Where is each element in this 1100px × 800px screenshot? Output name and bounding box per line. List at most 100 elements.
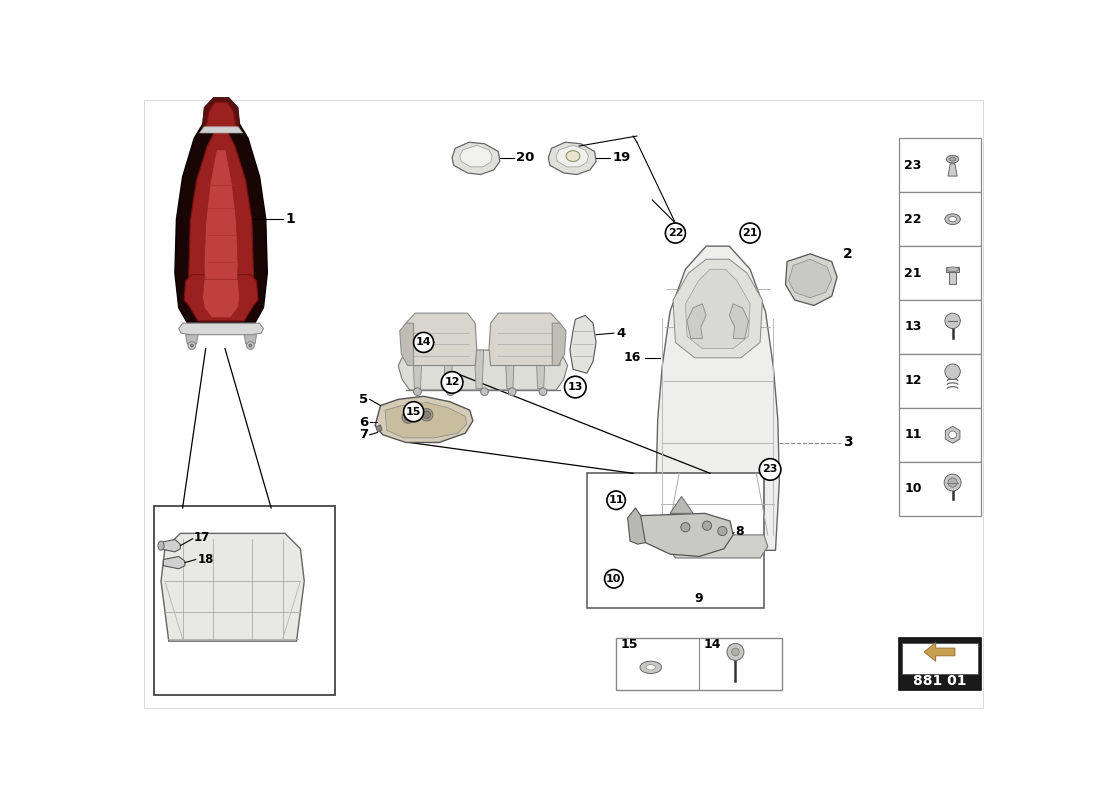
Polygon shape: [399, 323, 414, 366]
Polygon shape: [443, 350, 453, 389]
Ellipse shape: [946, 155, 959, 163]
Polygon shape: [548, 142, 596, 174]
Ellipse shape: [945, 214, 960, 225]
Text: 22: 22: [668, 228, 683, 238]
Circle shape: [539, 388, 547, 395]
Circle shape: [605, 570, 623, 588]
Circle shape: [402, 411, 415, 423]
Text: 21: 21: [742, 228, 758, 238]
Text: 3: 3: [844, 435, 852, 450]
Bar: [948, 270, 957, 284]
Circle shape: [702, 521, 712, 530]
Bar: [899, 408, 981, 462]
Polygon shape: [789, 259, 832, 298]
Ellipse shape: [646, 665, 656, 670]
Polygon shape: [536, 350, 546, 389]
Circle shape: [190, 344, 194, 347]
Polygon shape: [385, 402, 466, 438]
Polygon shape: [686, 304, 706, 338]
Polygon shape: [163, 557, 185, 569]
Text: 23: 23: [904, 158, 922, 172]
Circle shape: [405, 414, 412, 421]
Text: 15: 15: [406, 406, 421, 417]
Ellipse shape: [948, 217, 957, 222]
Text: 22: 22: [904, 213, 922, 226]
Circle shape: [414, 388, 421, 395]
Text: 14: 14: [416, 338, 431, 347]
Circle shape: [945, 313, 960, 329]
Polygon shape: [490, 313, 561, 366]
Circle shape: [249, 344, 252, 347]
Ellipse shape: [949, 158, 956, 161]
Polygon shape: [945, 426, 960, 443]
Text: 8: 8: [736, 525, 744, 538]
Bar: [899, 462, 981, 516]
Text: 11: 11: [904, 428, 922, 442]
Circle shape: [717, 526, 727, 536]
Polygon shape: [178, 323, 264, 334]
Polygon shape: [556, 146, 588, 167]
Polygon shape: [189, 128, 253, 321]
Bar: [946, 267, 959, 271]
Text: 15: 15: [620, 638, 638, 650]
Polygon shape: [638, 514, 733, 557]
Text: 9: 9: [695, 592, 703, 606]
Circle shape: [564, 376, 586, 398]
Circle shape: [420, 409, 433, 421]
Circle shape: [414, 332, 433, 353]
Circle shape: [481, 388, 488, 395]
Circle shape: [945, 364, 960, 379]
Bar: [899, 246, 981, 300]
Polygon shape: [206, 102, 236, 128]
Circle shape: [246, 342, 254, 350]
Polygon shape: [412, 350, 422, 389]
Circle shape: [666, 223, 685, 243]
Ellipse shape: [566, 150, 580, 162]
Polygon shape: [160, 539, 180, 552]
Bar: [899, 638, 981, 690]
Polygon shape: [785, 254, 837, 306]
Polygon shape: [199, 126, 243, 133]
Text: 13: 13: [904, 321, 922, 334]
Text: 1: 1: [285, 212, 295, 226]
Bar: [902, 642, 978, 674]
Text: 5: 5: [359, 393, 369, 406]
Polygon shape: [398, 350, 568, 390]
Bar: [587, 474, 763, 608]
Bar: [899, 192, 981, 246]
Circle shape: [740, 223, 760, 243]
Polygon shape: [729, 304, 749, 338]
Polygon shape: [205, 150, 238, 304]
Polygon shape: [685, 270, 750, 349]
Polygon shape: [376, 425, 382, 432]
Polygon shape: [552, 323, 567, 366]
Ellipse shape: [158, 541, 164, 550]
Ellipse shape: [946, 267, 959, 271]
Circle shape: [948, 478, 957, 487]
Bar: [899, 138, 981, 192]
Polygon shape: [186, 334, 198, 344]
Text: 20: 20: [516, 151, 535, 164]
Bar: [154, 506, 336, 695]
Polygon shape: [244, 334, 256, 344]
Circle shape: [944, 474, 961, 491]
Polygon shape: [202, 279, 240, 318]
Text: 16: 16: [624, 351, 640, 364]
Polygon shape: [670, 496, 693, 514]
Text: 10: 10: [606, 574, 621, 584]
Polygon shape: [570, 315, 596, 373]
Text: 10: 10: [904, 482, 922, 495]
Polygon shape: [474, 350, 484, 389]
Text: 14: 14: [703, 638, 720, 650]
Polygon shape: [656, 246, 779, 550]
Text: 21: 21: [904, 266, 922, 280]
Text: 7: 7: [359, 428, 369, 442]
Circle shape: [732, 648, 739, 656]
Polygon shape: [460, 146, 492, 167]
Polygon shape: [184, 274, 258, 321]
Polygon shape: [175, 107, 267, 326]
Text: 12: 12: [904, 374, 922, 387]
Text: 13: 13: [568, 382, 583, 392]
Polygon shape: [161, 534, 305, 641]
Circle shape: [681, 522, 690, 532]
